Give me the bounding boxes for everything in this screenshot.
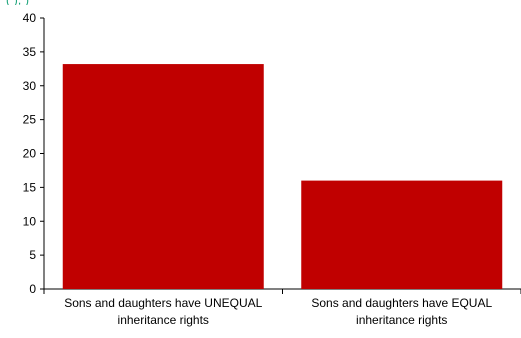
y-tick-label: 5 (29, 248, 36, 262)
y-tick-label: 40 (23, 11, 37, 25)
header-partial-text: ( ), ) (0, 0, 521, 5)
y-tick-label: 20 (23, 147, 37, 161)
x-category-label: Sons and daughters have EQUAL (311, 296, 492, 310)
y-tick-label: 35 (23, 45, 37, 59)
y-tick-label: 0 (29, 282, 36, 296)
y-tick-label: 25 (23, 113, 37, 127)
y-tick-label: 30 (23, 79, 37, 93)
y-tick-label: 10 (23, 214, 37, 228)
bar (62, 64, 264, 289)
x-category-label: inheritance rights (356, 313, 447, 327)
x-category-label: inheritance rights (118, 313, 209, 327)
x-category-label: Sons and daughters have UNEQUAL (64, 296, 262, 310)
y-tick-label: 15 (23, 180, 37, 194)
bar (301, 180, 503, 289)
header-partial-text-label: ( ), ) (6, 0, 29, 5)
